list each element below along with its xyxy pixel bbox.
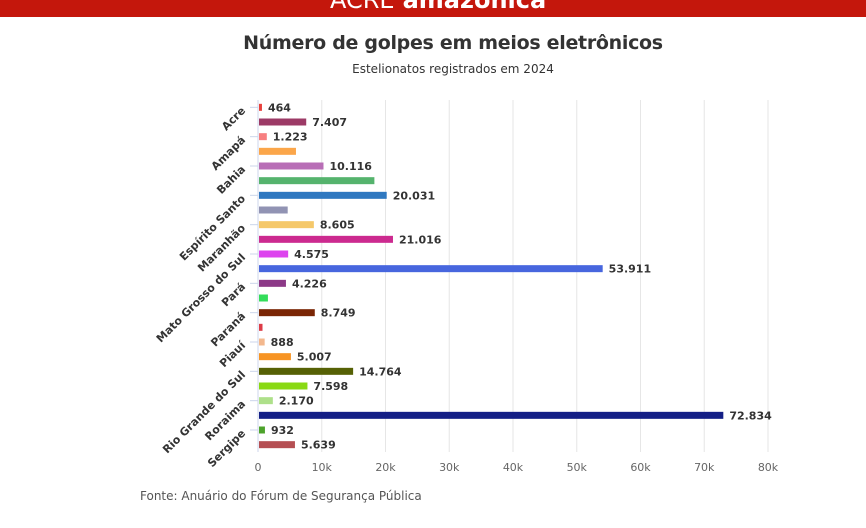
bar	[259, 309, 315, 317]
chart-title: Número de golpes em meios eletrônicos	[243, 32, 663, 54]
data-label: 8.605	[320, 219, 355, 232]
data-label: 7.598	[313, 380, 348, 393]
data-label: 888	[271, 336, 294, 349]
bar	[259, 382, 308, 390]
bar	[259, 103, 262, 111]
x-tick-label: 30k	[439, 461, 460, 474]
bar	[259, 250, 289, 258]
brand-logo[interactable]: ACRE amazônica	[330, 0, 546, 14]
x-tick-label: 40k	[503, 461, 524, 474]
data-label: 8.749	[321, 307, 356, 320]
data-label: 464	[268, 101, 291, 114]
data-label: 932	[271, 424, 294, 437]
header-bar: ACRE amazônica	[0, 0, 866, 17]
x-tick-label: 20k	[375, 461, 396, 474]
bar	[259, 133, 267, 141]
bar	[259, 279, 286, 287]
bar	[259, 338, 265, 346]
bar	[259, 411, 724, 419]
x-tick-label: 60k	[630, 461, 651, 474]
data-label: 5.007	[297, 351, 332, 364]
chart-subtitle: Estelionatos registrados em 2024	[352, 62, 554, 76]
bar	[259, 353, 291, 361]
x-tick-label: 80k	[758, 461, 779, 474]
bar	[259, 206, 288, 214]
x-tick-label: 10k	[312, 461, 333, 474]
data-label: 4.575	[294, 248, 329, 261]
data-label: 7.407	[312, 116, 347, 129]
region-text: ACRE	[330, 0, 395, 14]
data-label: 72.834	[729, 409, 772, 422]
bar	[259, 162, 324, 170]
bar	[259, 235, 393, 243]
data-label: 20.031	[393, 189, 435, 202]
bar	[259, 191, 387, 199]
data-label: 21.016	[399, 233, 442, 246]
x-tick-label: 0	[255, 461, 262, 474]
bar	[259, 426, 265, 434]
data-label: 4.226	[292, 277, 327, 290]
bar	[259, 323, 263, 331]
x-tick-label: 70k	[694, 461, 715, 474]
brand-text: amazônica	[402, 0, 547, 14]
bar	[259, 221, 314, 229]
x-tick-label: 50k	[567, 461, 588, 474]
source-note: Fonte: Anuário do Fórum de Segurança Púb…	[140, 489, 422, 503]
bar	[259, 265, 603, 273]
data-label: 5.639	[301, 439, 336, 452]
data-label: 2.170	[279, 395, 314, 408]
bar	[259, 147, 296, 155]
data-label: 10.116	[329, 160, 372, 173]
data-label: 1.223	[273, 131, 308, 144]
bar	[259, 294, 268, 302]
category-label: Acre	[219, 104, 248, 133]
bar	[259, 397, 273, 405]
data-label: 53.911	[609, 263, 651, 276]
data-label: 14.764	[359, 365, 402, 378]
bar	[259, 441, 295, 449]
bar	[259, 118, 307, 126]
bar	[259, 177, 375, 185]
bar	[259, 367, 354, 375]
